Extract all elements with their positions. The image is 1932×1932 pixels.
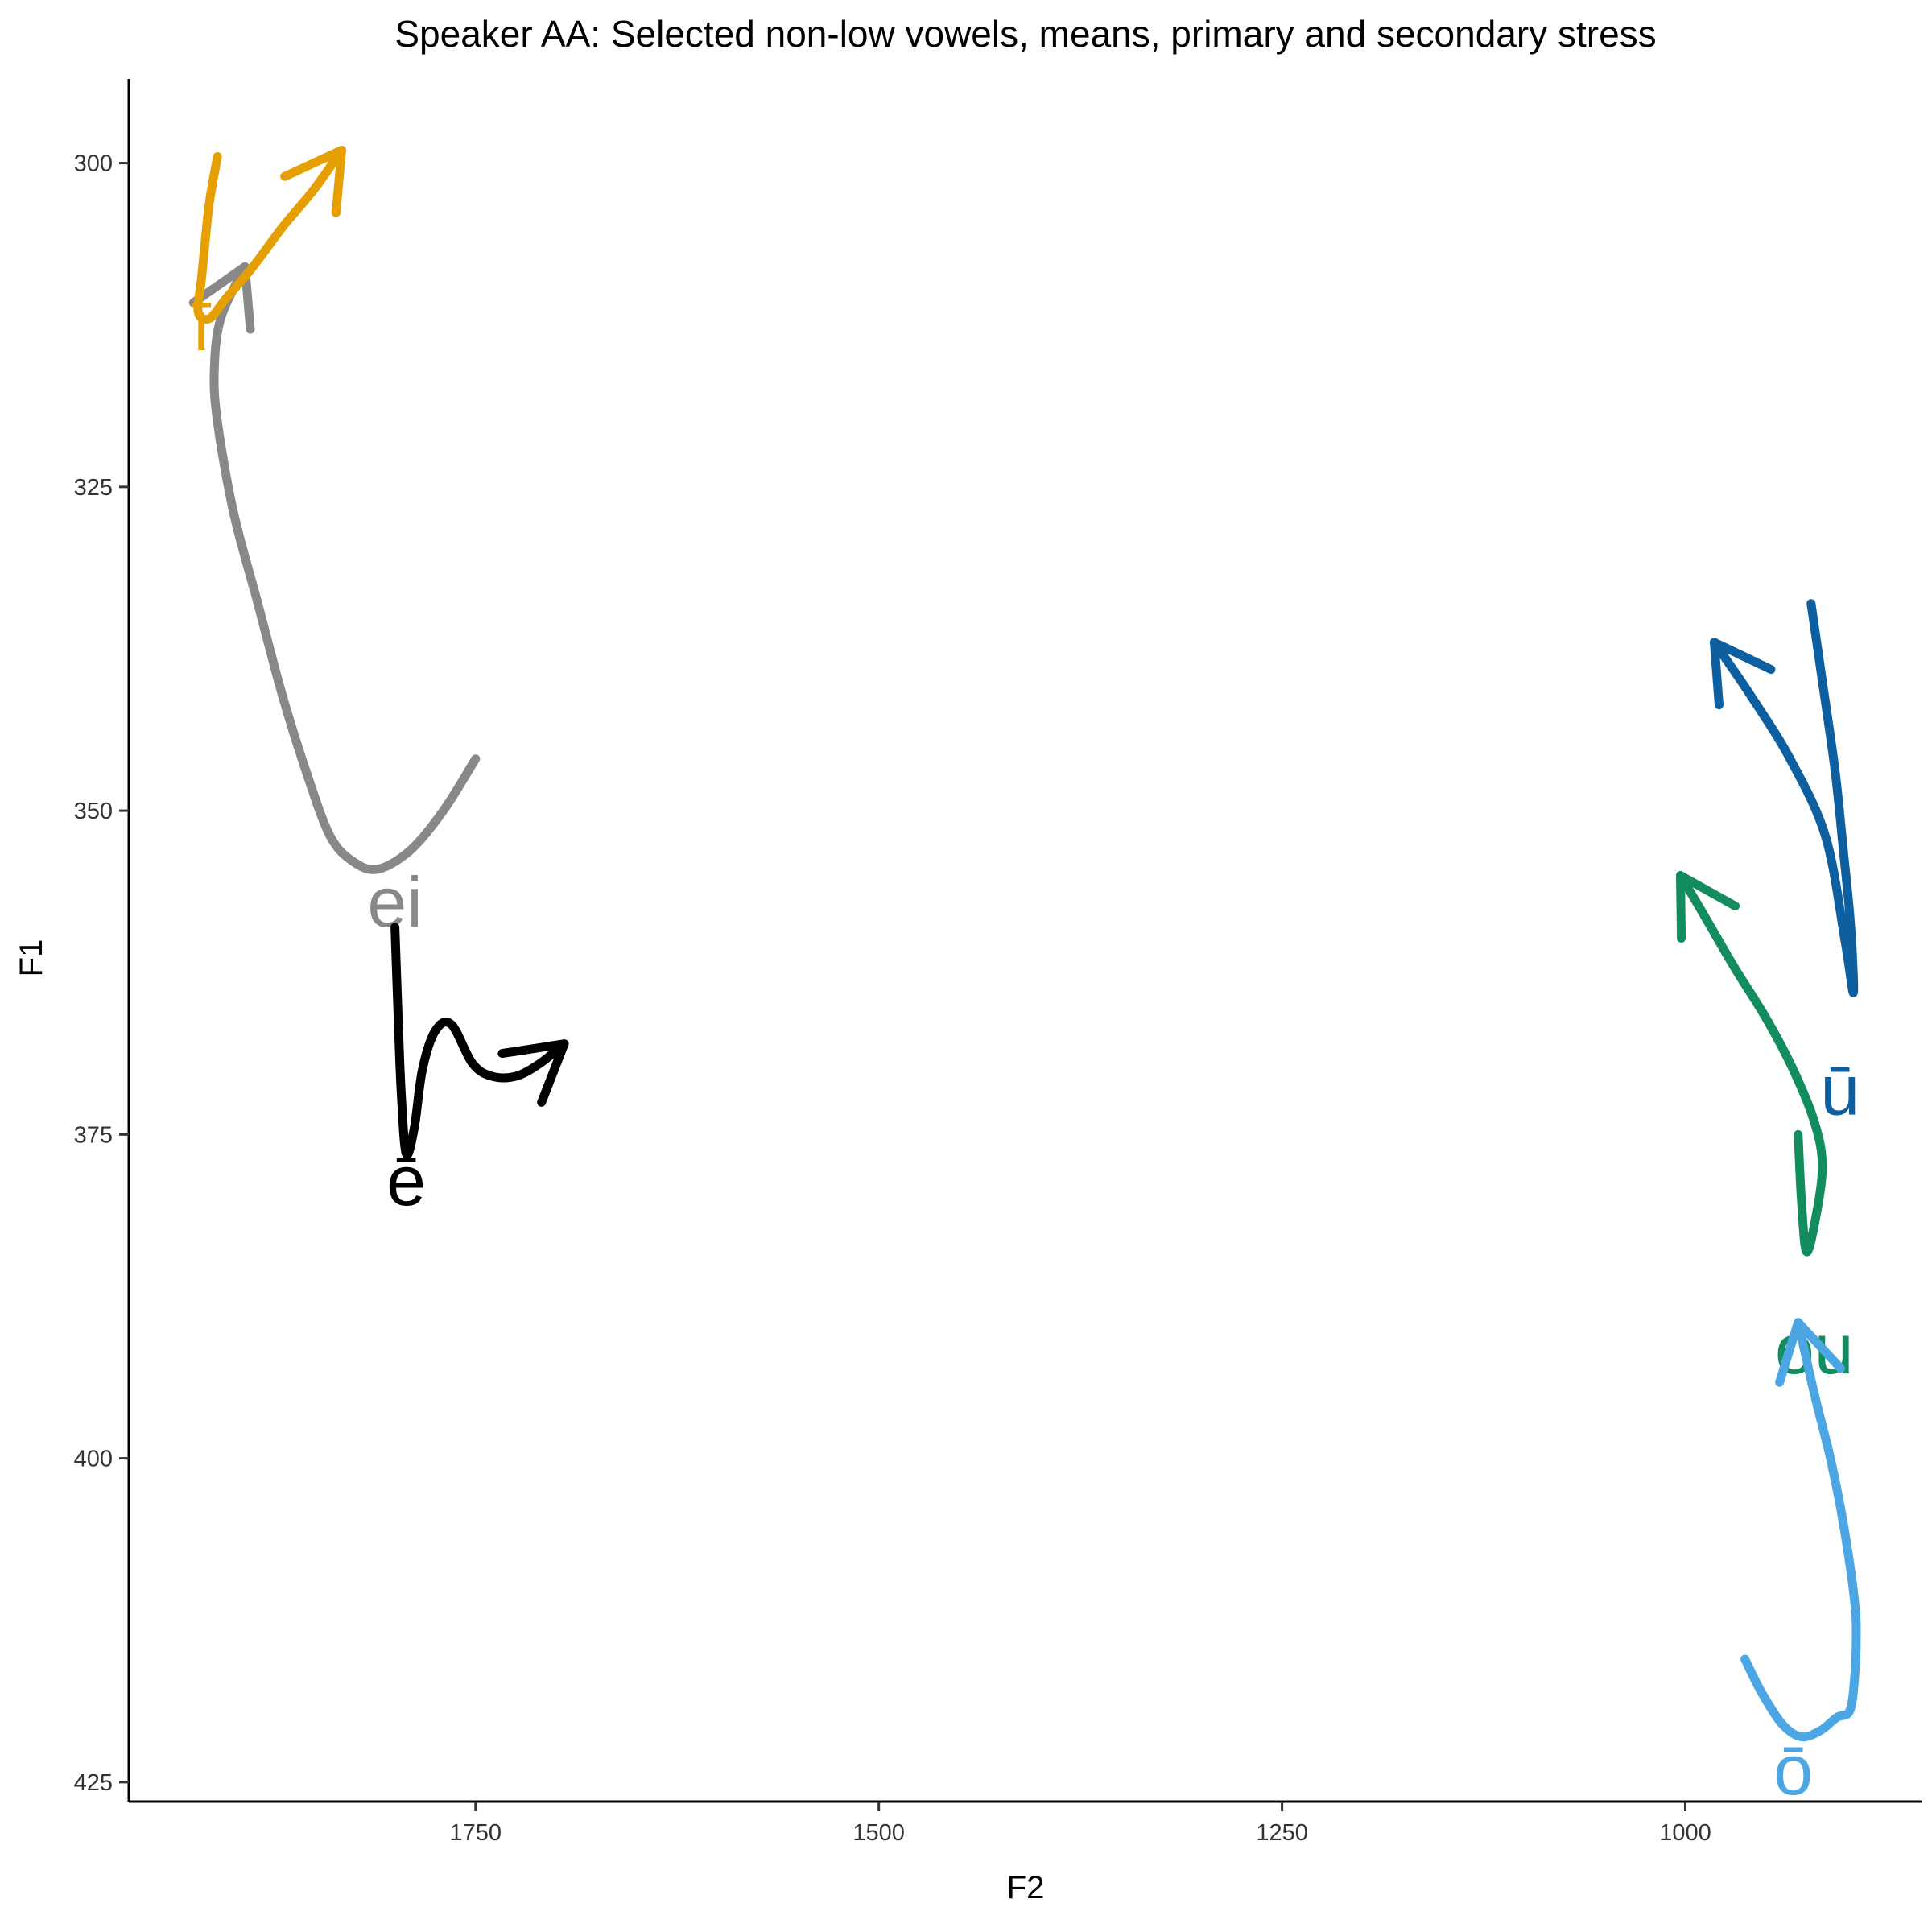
y-tick-label: 350	[74, 799, 113, 824]
trajectory-line	[193, 146, 346, 324]
trajectory-arrowhead	[188, 262, 255, 334]
y-axis-title: F1	[14, 939, 49, 977]
x-tick-label: 1500	[852, 1820, 905, 1846]
vowel-label: ō	[1773, 1730, 1813, 1810]
trajectory-arrowhead	[1710, 638, 1776, 710]
y-axis-ticks: 300 325 350 375 400 425	[74, 151, 129, 1796]
trajectory-line	[390, 923, 569, 1160]
trajectory-arrowhead	[1676, 871, 1740, 943]
y-tick-label: 325	[74, 475, 113, 501]
vowel-label: ū	[1820, 1050, 1860, 1129]
x-tick-label: 1750	[450, 1820, 502, 1846]
y-tick-label: 425	[74, 1770, 113, 1796]
trajectory-arrowhead	[497, 1039, 569, 1107]
x-tick-label: 1250	[1256, 1820, 1308, 1846]
trajectory-arrowhead	[280, 146, 346, 217]
y-tick-label: 375	[74, 1122, 113, 1148]
x-axis-ticks: 1750 1500 1250 1000	[450, 1802, 1711, 1846]
vowel-label: ī	[192, 286, 212, 365]
trajectory-arrowhead	[1775, 1318, 1846, 1387]
y-tick-label: 400	[74, 1447, 113, 1472]
y-tick-label: 300	[74, 151, 113, 177]
x-axis-title: F2	[1007, 1870, 1045, 1905]
trajectory-line	[1710, 599, 1859, 997]
trajectory-line	[1740, 1318, 1861, 1742]
trajectory-line	[1676, 871, 1827, 1257]
trajectory-line	[209, 262, 481, 874]
chart-title: Speaker AA: Selected non-low vowels, mea…	[394, 13, 1656, 55]
vowel-label: ē	[386, 1141, 426, 1220]
x-tick-label: 1000	[1659, 1820, 1711, 1846]
